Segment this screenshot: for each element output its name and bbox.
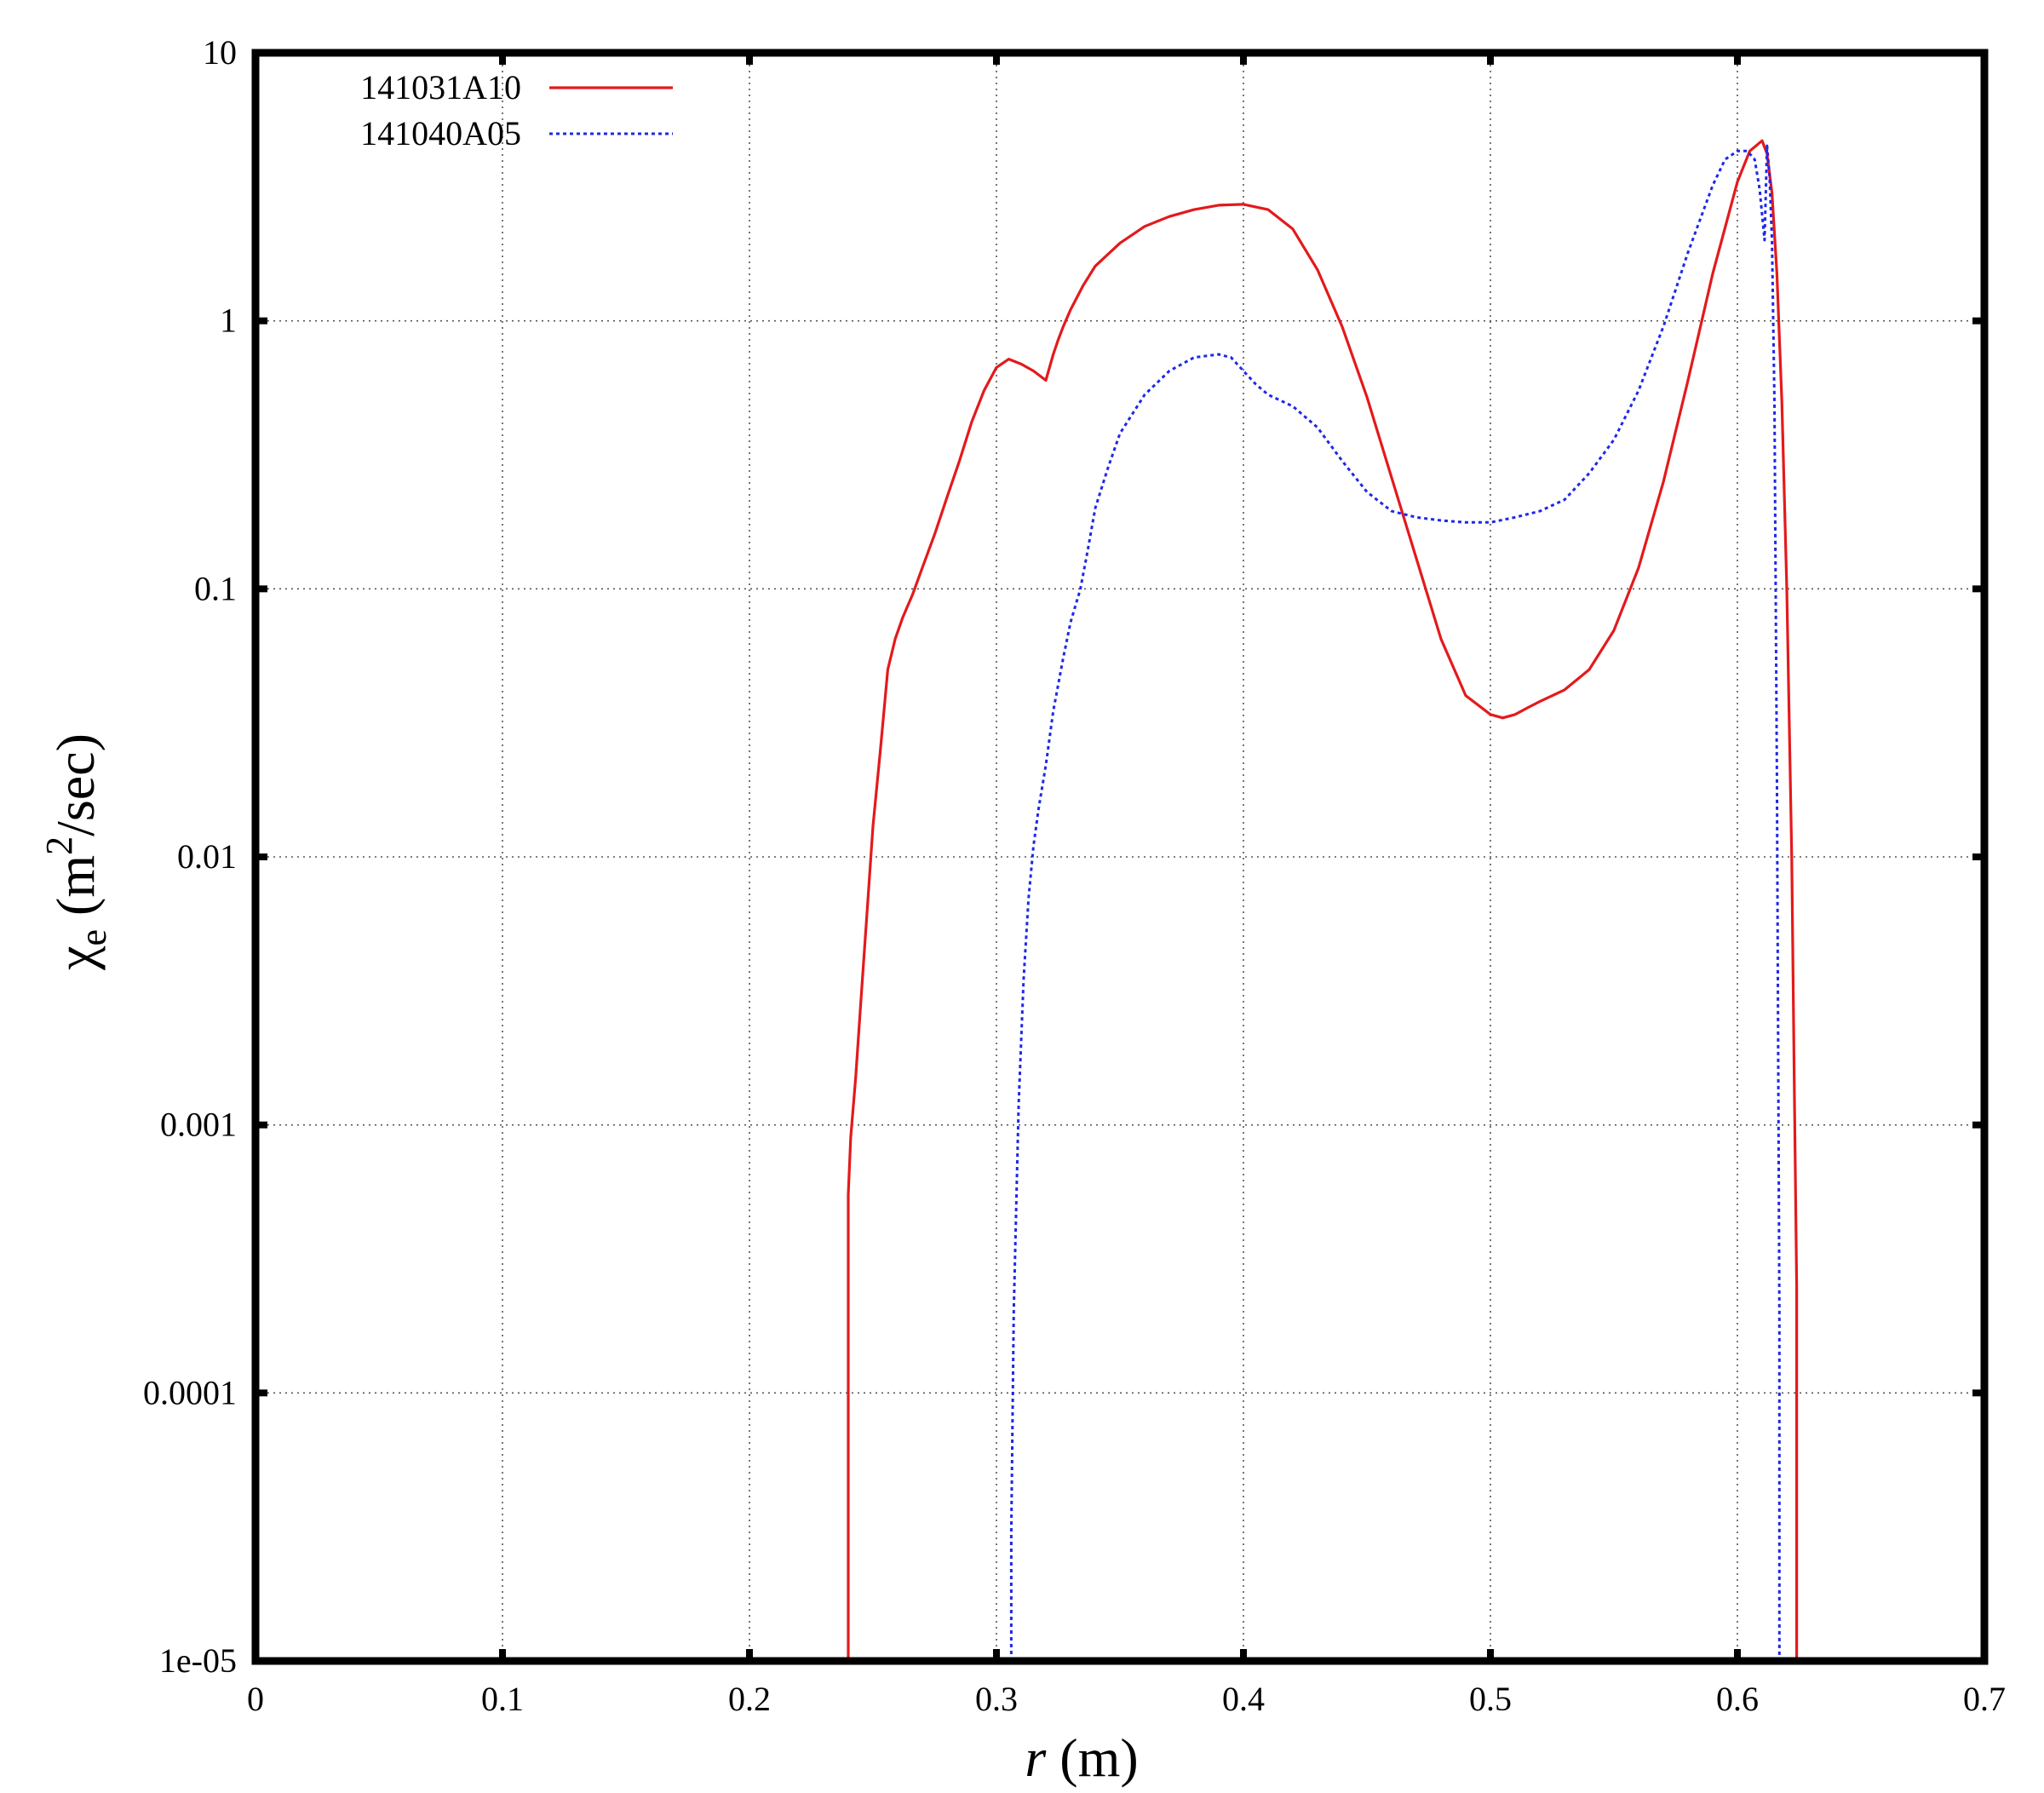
legend-label: 141031A10	[360, 68, 521, 106]
x-tick-label: 0.1	[481, 1680, 524, 1718]
x-axis-title: r (m)	[1025, 1727, 1138, 1788]
y-axis-variable: χ	[45, 945, 106, 971]
x-axis-variable: r	[1025, 1727, 1047, 1788]
y-tick-label: 0.1	[194, 569, 237, 607]
x-tick-label: 0.3	[975, 1680, 1018, 1718]
tick-labels: 0 0.1 0.2 0.3 0.4 0.5 0.6 0.7 1e-05 0.0001 0.001 0.…	[143, 33, 2006, 1718]
tick-marks	[252, 49, 1988, 1664]
y-axis-superscript: 2	[38, 836, 80, 855]
series-line-2	[1009, 144, 1781, 1661]
x-tick-label: 0.7	[1963, 1680, 2006, 1718]
series-lines	[847, 139, 1799, 1661]
y-axis-unit-open: (m	[45, 855, 106, 929]
x-tick-label: 0.5	[1469, 1680, 1512, 1718]
y-tick-label: 1	[220, 302, 237, 340]
series-line-1	[847, 139, 1799, 1661]
x-axis-unit: (m)	[1046, 1727, 1138, 1788]
x-tick-label: 0	[247, 1680, 264, 1718]
y-tick-label: 0.01	[177, 837, 237, 876]
y-tick-label: 0.0001	[143, 1373, 237, 1411]
x-tick-label: 0.6	[1716, 1680, 1759, 1718]
y-tick-label: 0.001	[160, 1106, 237, 1144]
y-tick-label: 10	[203, 33, 237, 72]
y-axis-title: χe (m2/sec)	[38, 733, 114, 971]
y-axis-subscript: e	[72, 929, 114, 946]
grid-lines	[256, 53, 1984, 1661]
y-tick-label: 1e-05	[159, 1641, 237, 1680]
legend-label: 141040A05	[360, 114, 521, 152]
x-tick-label: 0.2	[728, 1680, 771, 1718]
legend: 141031A10 141040A05	[360, 68, 673, 152]
x-tick-label: 0.4	[1222, 1680, 1265, 1718]
y-axis-unit-close: /sec)	[45, 733, 106, 836]
